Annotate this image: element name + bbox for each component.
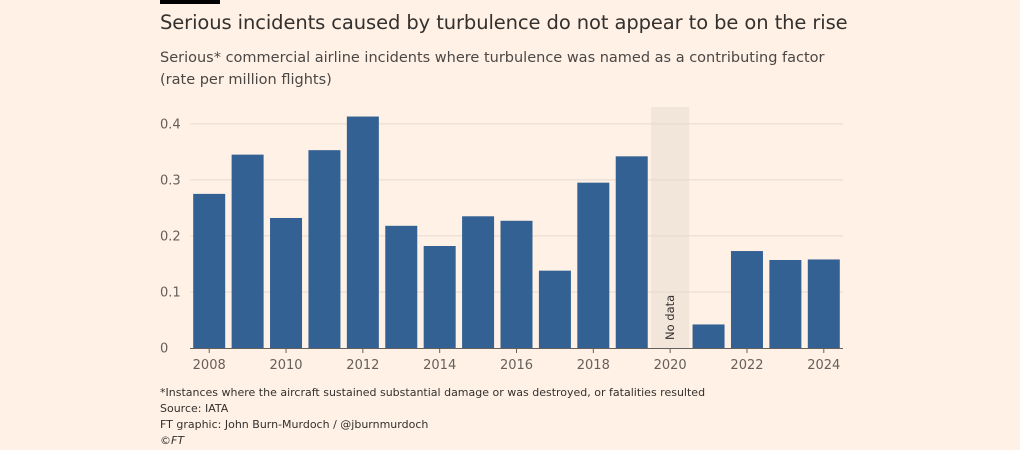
bar-2017 — [538, 270, 571, 348]
chart-title: Serious incidents caused by turbulence d… — [160, 11, 848, 34]
x-tick-label: 2016 — [500, 358, 533, 373]
bar-2008 — [193, 193, 226, 348]
chart-footer: *Instances where the aircraft sustained … — [160, 385, 705, 449]
bar-2009 — [231, 154, 264, 348]
bar-2019 — [615, 156, 648, 348]
y-tick-label: 0.2 — [160, 229, 181, 244]
x-tick-label: 2024 — [807, 358, 840, 373]
bar-2014 — [423, 245, 456, 348]
bar-2015 — [462, 216, 495, 348]
y-tick-label: 0.1 — [160, 285, 181, 300]
bar-2013 — [385, 225, 418, 348]
y-tick-label: 0.3 — [160, 173, 181, 188]
x-tick-label: 2018 — [577, 358, 610, 373]
x-tick-label: 2010 — [269, 358, 302, 373]
bar-2023 — [769, 260, 802, 348]
x-tick-label: 2012 — [346, 358, 379, 373]
bar-2022 — [730, 251, 763, 348]
source-line: Source: IATA — [160, 402, 229, 415]
y-tick-label: 0.4 — [160, 117, 181, 132]
x-tick-label: 2022 — [730, 358, 763, 373]
copyright: ©FT — [160, 434, 185, 447]
no-data-band — [651, 107, 690, 348]
bar-2024 — [807, 259, 840, 348]
x-tick-label: 2014 — [423, 358, 456, 373]
bar-2012 — [346, 116, 379, 348]
bar-2018 — [577, 182, 610, 348]
credit-line: FT graphic: John Burn-Murdoch / @jburnmu… — [160, 418, 429, 431]
x-tick-label: 2008 — [193, 358, 226, 373]
y-tick-label: 0 — [160, 342, 168, 357]
footnote: *Instances where the aircraft sustained … — [160, 386, 706, 399]
chart-subtitle: Serious* commercial airline incidents wh… — [160, 50, 825, 88]
brand-bar — [160, 0, 220, 4]
bar-2016 — [500, 220, 533, 348]
bar-2010 — [270, 217, 303, 348]
bar-2011 — [308, 150, 341, 348]
no-data-label: No data — [663, 295, 677, 340]
x-tick-label: 2020 — [654, 358, 687, 373]
bar-2021 — [692, 324, 725, 348]
